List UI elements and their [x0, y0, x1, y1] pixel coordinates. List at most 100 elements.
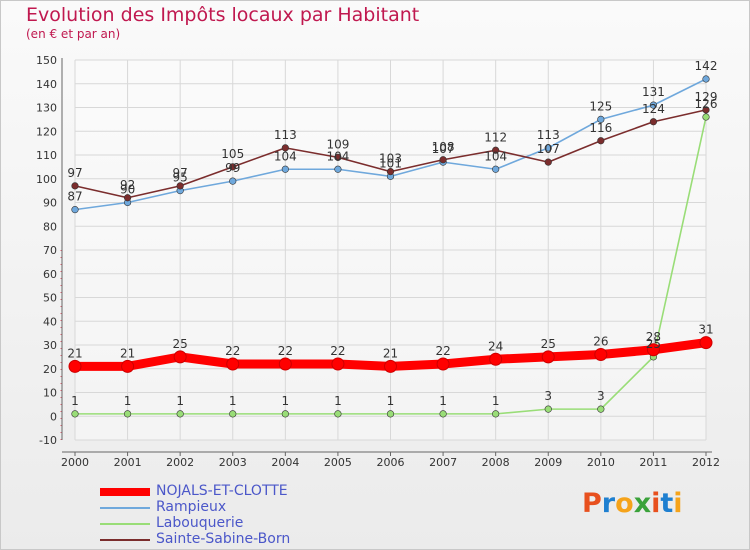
- data-label: 25: [173, 337, 188, 351]
- data-point: [278, 357, 292, 371]
- logo-letter: x: [633, 488, 652, 519]
- data-point: [71, 410, 79, 418]
- proxiti-logo: Proxiti: [582, 488, 683, 519]
- legend-label: Sainte-Sabine-Born: [156, 531, 291, 547]
- y-tick-label: 100: [36, 173, 57, 186]
- data-label: 99: [225, 161, 240, 175]
- logo-letter: o: [615, 488, 634, 519]
- data-label: 26: [593, 335, 608, 349]
- data-label: 142: [695, 59, 718, 73]
- data-label: 22: [278, 344, 293, 358]
- data-point: [384, 359, 397, 373]
- data-point: [71, 182, 79, 190]
- data-label: 1: [124, 394, 132, 408]
- x-tick-label: 2007: [429, 456, 457, 469]
- legend-label: Rampieux: [156, 499, 227, 515]
- x-tick-label: 2011: [639, 456, 667, 469]
- data-point: [597, 137, 605, 145]
- x-tick-label: 2010: [587, 456, 615, 469]
- data-point: [702, 113, 710, 121]
- data-point: [702, 75, 710, 83]
- data-label: 28: [646, 330, 661, 344]
- data-point: [281, 165, 289, 173]
- data-label: 87: [67, 190, 82, 204]
- y-tick-label: 140: [36, 78, 57, 91]
- data-label: 95: [173, 171, 188, 185]
- data-point: [176, 182, 184, 190]
- chart-subtitle: (en € et par an): [26, 27, 121, 41]
- data-label: 107: [537, 142, 560, 156]
- data-label: 22: [435, 344, 450, 358]
- data-point: [123, 410, 132, 418]
- data-label: 1: [387, 394, 395, 408]
- axis-layer: -10 0 10 20 30 40 50 60 70 80 90 100 110 120 130 140 150…: [36, 54, 720, 469]
- logo-letter: P: [582, 488, 602, 519]
- data-point: [544, 144, 552, 152]
- data-point: [492, 165, 500, 173]
- y-tick-label: 70: [43, 244, 57, 257]
- y-tick-label: 10: [43, 387, 57, 400]
- data-point: [173, 350, 187, 364]
- x-tick-label: 2008: [482, 456, 510, 469]
- data-point: [544, 158, 552, 166]
- data-point: [331, 357, 345, 371]
- data-point: [492, 146, 500, 154]
- data-label: 116: [589, 121, 612, 135]
- data-label: 22: [330, 344, 345, 358]
- data-point: [281, 144, 289, 152]
- data-label: 107: [432, 142, 455, 156]
- data-label: 25: [541, 337, 556, 351]
- y-tick-label: 60: [43, 268, 57, 281]
- legend-swatch: [100, 507, 150, 509]
- data-point: [123, 194, 132, 202]
- data-point: [597, 405, 605, 413]
- series-layer: [68, 75, 713, 418]
- data-label: 108: [432, 140, 455, 154]
- data-label: 131: [642, 85, 665, 99]
- data-label: 1: [334, 394, 342, 408]
- data-label: 129: [695, 90, 718, 104]
- data-label: 112: [484, 130, 507, 144]
- data-point: [597, 115, 605, 123]
- data-point: [594, 348, 608, 361]
- data-point: [121, 359, 135, 373]
- data-label: 125: [589, 99, 612, 113]
- data-label: 113: [274, 128, 297, 142]
- y-tick-label: 150: [36, 54, 57, 67]
- logo-letter: i: [673, 488, 683, 519]
- logo-letter: r: [601, 488, 616, 519]
- data-point: [229, 163, 237, 171]
- data-label: 3: [597, 389, 605, 403]
- data-point: [439, 410, 447, 418]
- data-label: 104: [484, 149, 507, 163]
- logo-letter: i: [651, 488, 661, 519]
- y-tick-label: 120: [36, 125, 57, 138]
- data-label: 1: [282, 394, 290, 408]
- data-point: [544, 405, 552, 413]
- data-label: 1: [439, 394, 447, 408]
- data-point: [334, 410, 342, 418]
- x-tick-label: 2002: [166, 456, 194, 469]
- data-label: 3: [544, 389, 552, 403]
- data-point: [541, 350, 555, 364]
- data-label: 97: [173, 166, 188, 180]
- data-label: 1: [492, 394, 500, 408]
- data-point: [68, 359, 82, 373]
- x-tick-label: 2003: [219, 456, 247, 469]
- y-tick-label: 0: [50, 410, 57, 423]
- chart-title: Evolution des Impôts locaux par Habitant: [26, 4, 420, 26]
- data-point: [386, 410, 395, 418]
- data-point: [226, 357, 240, 371]
- legend-label: Labouquerie: [156, 515, 244, 531]
- data-label: 97: [67, 166, 82, 180]
- data-point: [489, 352, 503, 366]
- data-point: [436, 357, 450, 371]
- legend-swatch: [100, 539, 150, 541]
- data-label: 21: [67, 346, 82, 360]
- data-label: 103: [379, 152, 402, 166]
- y-tick-label: -10: [39, 434, 57, 447]
- data-label: 126: [695, 97, 718, 111]
- y-tick-label: 90: [43, 197, 57, 210]
- data-label: 1: [71, 394, 79, 408]
